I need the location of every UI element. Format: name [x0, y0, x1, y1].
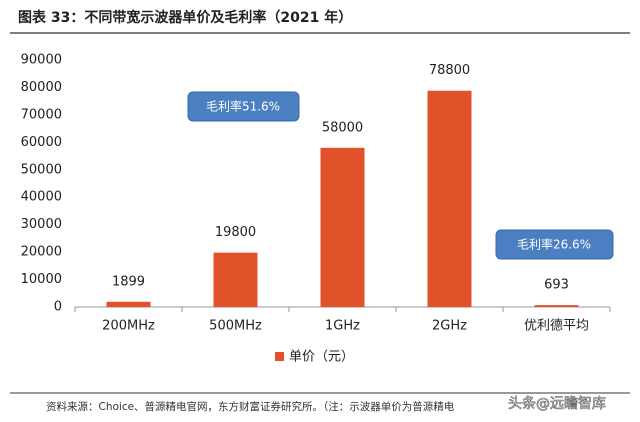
bar	[106, 301, 151, 307]
x-tick-label: 优利德平均	[524, 319, 589, 334]
y-tick-label: 30000	[21, 217, 62, 232]
x-tick-label: 1GHz	[325, 319, 360, 334]
bar	[320, 147, 365, 307]
x-tick-label: 2GHz	[432, 319, 467, 334]
annotation: 毛利率51.6%	[206, 99, 280, 114]
y-tick-label: 60000	[21, 135, 62, 150]
data-label: 58000	[322, 120, 363, 135]
annotation-box	[187, 91, 300, 122]
annotation-box	[495, 229, 614, 260]
bar	[427, 90, 472, 307]
legend-label: 单价（元）	[289, 350, 354, 365]
chart-title: 图表 33：不同带宽示波器单价及毛利率（2021 年）	[18, 9, 352, 26]
y-tick-label: 50000	[21, 162, 62, 177]
y-tick-label: 10000	[21, 272, 62, 287]
data-label: 693	[544, 278, 569, 293]
x-tick-label: 200MHz	[102, 319, 155, 334]
data-label: 78800	[429, 63, 470, 78]
y-tick-label: 0	[54, 300, 62, 315]
legend-swatch	[275, 352, 284, 361]
annotation: 毛利率26.6%	[517, 237, 591, 252]
bar	[213, 252, 258, 307]
x-tick-label: 500MHz	[209, 319, 262, 334]
y-tick-label: 70000	[21, 107, 62, 122]
watermark: 头条@远瞻智库	[508, 395, 606, 412]
y-tick-label: 80000	[21, 80, 62, 95]
y-tick-label: 40000	[21, 190, 62, 205]
source: 资料来源：Choice、普源精电官网，东方财富证券研究所。（注：示波器单价为普源…	[46, 400, 455, 413]
y-tick-label: 90000	[21, 53, 62, 68]
y-tick-label: 20000	[21, 245, 62, 260]
bar	[534, 305, 579, 307]
data-label: 1899	[112, 274, 145, 289]
data-label: 19800	[215, 225, 256, 240]
